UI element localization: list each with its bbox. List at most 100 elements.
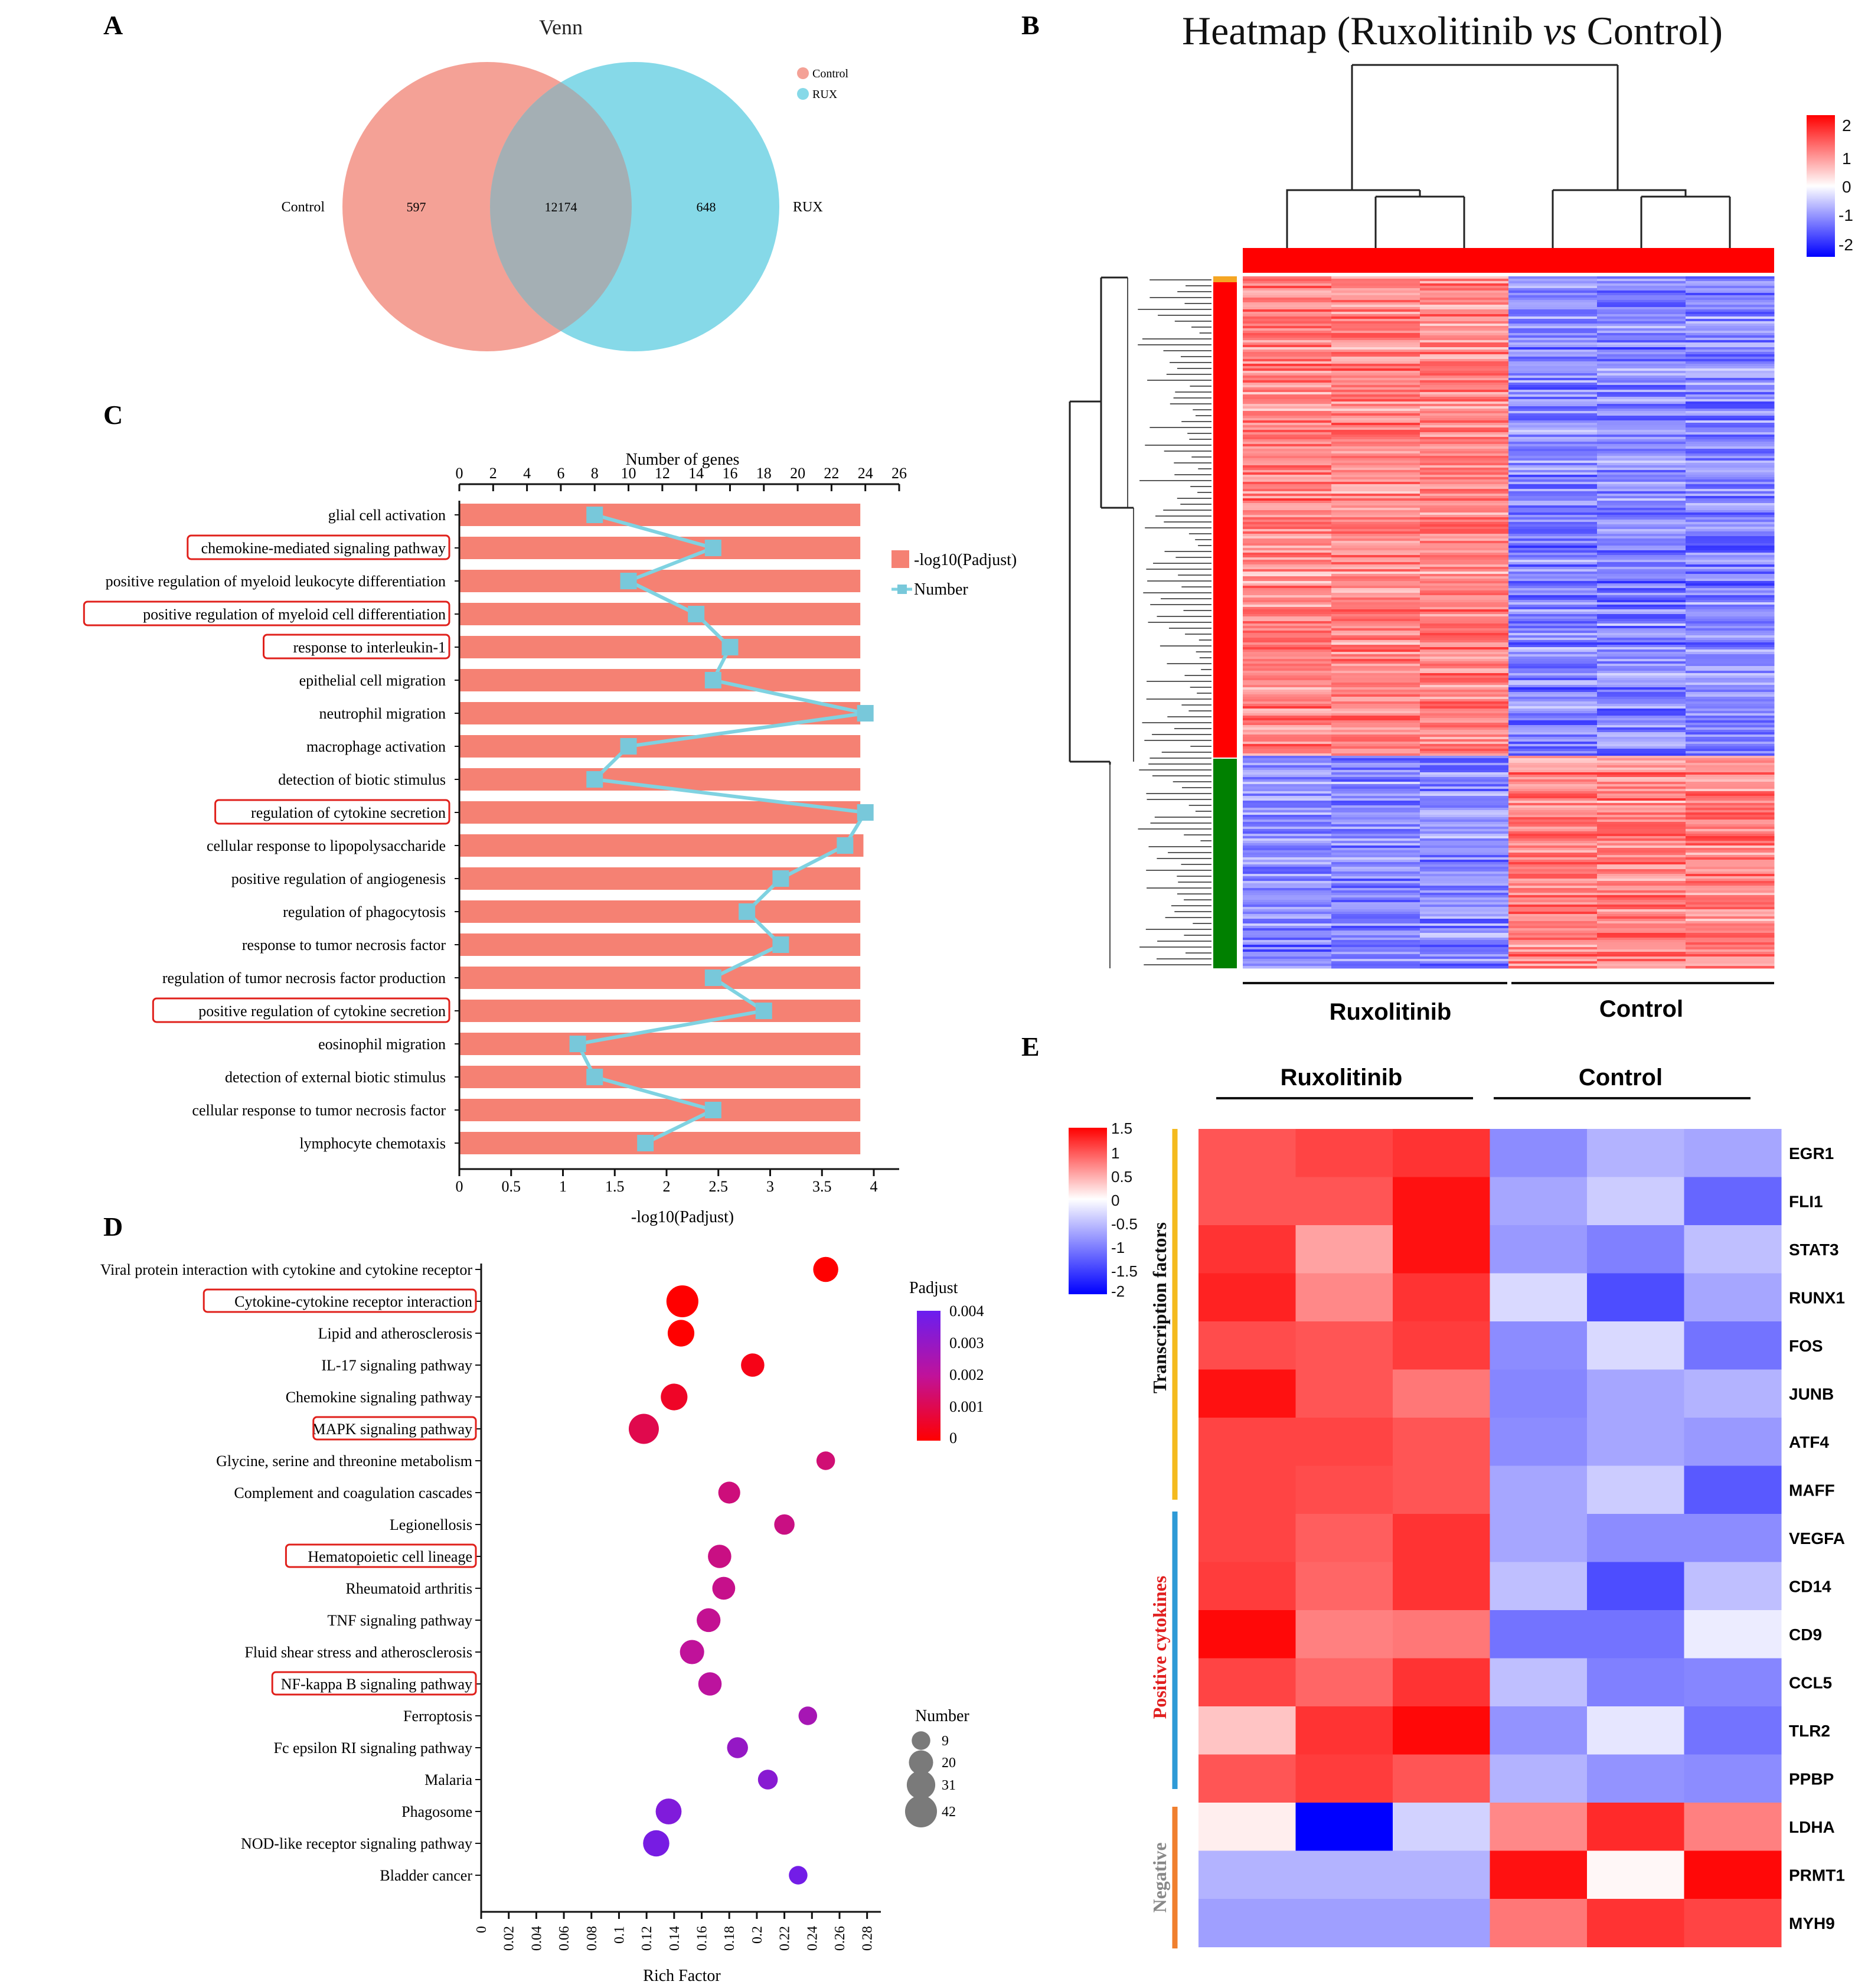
heatmap-b-cell (1686, 527, 1775, 530)
heatmap-b-cell (1686, 664, 1775, 667)
heatmap-b-cell (1331, 300, 1420, 303)
heatmap-b-cell (1420, 586, 1509, 589)
heatmap-b-cell (1243, 657, 1332, 660)
heatmap-b-cell (1420, 642, 1509, 645)
heatmap-b-cell (1243, 423, 1332, 426)
heatmap-b-cell (1597, 357, 1686, 360)
heatmap-b-cell (1420, 831, 1509, 834)
heatmap-b-cell (1597, 926, 1686, 929)
heatmap-b-cell (1331, 624, 1420, 626)
heatmap-b-cell (1420, 361, 1509, 364)
heatmap-b-cell (1508, 711, 1598, 714)
heatmap-b-cell (1331, 697, 1420, 700)
heatmap-b-cell (1508, 579, 1598, 582)
kegg-pathway-label: TNF signaling pathway (327, 1612, 472, 1629)
heatmap-b-cell (1508, 541, 1598, 544)
heatmap-b-cell (1331, 645, 1420, 648)
heatmap-b-cell (1597, 777, 1686, 780)
heatmap-b-cell (1686, 342, 1775, 345)
heatmap-b-cell (1420, 383, 1509, 386)
kegg-pathway-label: Hematopoietic cell lineage (308, 1548, 472, 1565)
heatmap-b-cell (1597, 409, 1686, 412)
heatmap-b-cell (1331, 371, 1420, 374)
heatmap-e-group-label-control: Control (1579, 1065, 1663, 1091)
heatmap-b-cell (1420, 626, 1509, 629)
heatmap-b-cell (1420, 938, 1509, 941)
heatmap-b-cell (1597, 517, 1686, 520)
heatmap-b-cell (1686, 846, 1775, 848)
heatmap-b-cell (1243, 522, 1332, 525)
heatmap-b-cell (1686, 923, 1775, 926)
heatmap-e-cell (1587, 1562, 1684, 1611)
heatmap-b-cell (1686, 392, 1775, 395)
heatmap-b-cell (1686, 853, 1775, 856)
heatmap-b-cell (1331, 834, 1420, 837)
heatmap-b-cell (1243, 342, 1332, 345)
heatmap-b-cell (1420, 352, 1509, 355)
heatmap-b-cell (1686, 444, 1775, 447)
heatmap-b-cell (1597, 387, 1686, 390)
heatmap-b-cell (1420, 668, 1509, 671)
go-term-label: regulation of tumor necrosis factor prod… (162, 969, 446, 987)
heatmap-b-cell (1686, 385, 1775, 388)
heatmap-b-cell (1420, 916, 1509, 919)
heatmap-b-cell (1508, 593, 1598, 596)
heatmap-b-cell (1331, 701, 1420, 704)
heatmap-b-cell (1331, 897, 1420, 900)
heatmap-b-cell (1331, 387, 1420, 390)
heatmap-b-cell (1686, 376, 1775, 378)
heatmap-b-cell (1686, 295, 1775, 298)
go-term-label: cellular response to tumor necrosis fact… (192, 1102, 446, 1119)
heatmap-b-cell (1420, 309, 1509, 312)
heatmap-b-cell (1686, 520, 1775, 523)
heatmap-b-cell (1508, 394, 1598, 397)
heatmap-b-cell (1420, 472, 1509, 475)
heatmap-b-cell (1597, 853, 1686, 856)
heatmap-b-cell (1420, 517, 1509, 520)
heatmap-b-cell (1331, 796, 1420, 799)
heatmap-b-cell (1597, 933, 1686, 936)
heatmap-b-cell (1597, 735, 1686, 737)
heatmap-b-cell (1243, 347, 1332, 350)
heatmap-b-cell (1508, 333, 1598, 336)
heatmap-b-cell (1420, 458, 1509, 461)
heatmap-b-cell (1508, 730, 1598, 733)
heatmap-b-cell (1243, 588, 1332, 591)
heatmap-b-cell (1686, 470, 1775, 473)
heatmap-b-cell (1597, 574, 1686, 577)
heatmap-b-cell (1597, 510, 1686, 513)
heatmap-b-cell (1597, 692, 1686, 695)
heatmap-b-cell (1243, 831, 1332, 834)
heatmap-b-cell (1508, 598, 1598, 600)
heatmap-b-cell (1686, 945, 1775, 948)
heatmap-b-cell (1243, 279, 1332, 282)
heatmap-b-cell (1686, 801, 1775, 804)
kegg-x-tick-label: 0.08 (584, 1926, 600, 1951)
heatmap-b-cell (1508, 444, 1598, 447)
heatmap-b-cell (1331, 288, 1420, 291)
heatmap-b-cell (1420, 546, 1509, 549)
heatmap-b-cell (1420, 760, 1509, 763)
heatmap-b-cell (1420, 945, 1509, 948)
heatmap-b-cell (1243, 340, 1332, 343)
heatmap-b-cell (1331, 314, 1420, 317)
heatmap-b-cell (1686, 817, 1775, 820)
heatmap-b-cell (1508, 860, 1598, 863)
heatmap-b-cell (1508, 753, 1598, 756)
heatmap-b-cell (1508, 390, 1598, 393)
heatmap-b-cell (1686, 893, 1775, 896)
heatmap-b-cell (1508, 609, 1598, 612)
heatmap-b-cell (1686, 576, 1775, 579)
heatmap-e-gene-label: LDHA (1789, 1818, 1835, 1836)
heatmap-b-cell (1331, 491, 1420, 494)
heatmap-b-cell (1420, 534, 1509, 537)
heatmap-b-cell (1243, 812, 1332, 815)
heatmap-b-cell (1686, 290, 1775, 293)
heatmap-b-cell (1243, 475, 1332, 478)
heatmap-b-cell (1508, 590, 1598, 593)
heatmap-b-cell (1686, 546, 1775, 549)
heatmap-b-cell (1508, 482, 1598, 485)
heatmap-b-cell (1597, 961, 1686, 964)
panel-label-c: C (103, 400, 123, 430)
heatmap-b-cell (1508, 399, 1598, 402)
